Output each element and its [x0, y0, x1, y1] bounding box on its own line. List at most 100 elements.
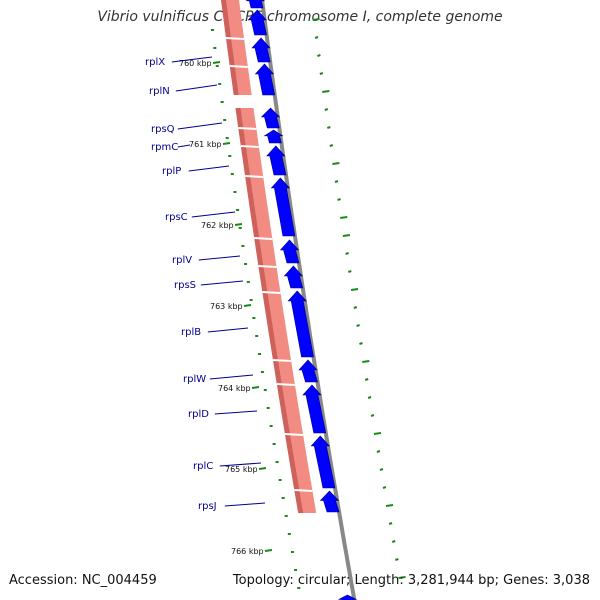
gc-skew-mark [348, 270, 352, 273]
kbp-tick-label: 763 kbp [210, 302, 243, 311]
gene-label-rpsJ: rpsJ [198, 501, 217, 512]
cds-band-segment [235, 108, 317, 513]
kbp-tick [212, 61, 221, 64]
gc-skew-track [210, 18, 406, 589]
gc-skew-mark [329, 144, 334, 147]
gene-label-leader [214, 410, 258, 415]
gene-arrow [260, 107, 281, 129]
gene-label-leader [198, 255, 241, 261]
gene-label-rplV: rplV [172, 255, 192, 266]
gene-label-leader [177, 144, 191, 148]
gc-skew-mark [359, 342, 363, 345]
gene-label-leader [191, 211, 236, 218]
gene-label-leader [175, 84, 218, 92]
gc-skew-mark [356, 324, 360, 327]
gc-skew-mark [398, 576, 406, 579]
cds-gap [229, 65, 248, 68]
cds-gap [240, 145, 259, 148]
cds-track [221, 0, 317, 513]
gc-skew-mark [324, 108, 329, 111]
gc-skew-mark [370, 414, 375, 417]
kbp-tick-label: 760 kbp [179, 59, 212, 68]
gene-arrow [254, 63, 276, 96]
cds-gap [284, 433, 304, 436]
gene-label-rplD: rplD [188, 409, 209, 420]
cds-band-edge [235, 108, 304, 513]
accession-text: Accession: NC_004459 [9, 573, 157, 588]
gc-skew-mark [322, 90, 330, 93]
gene-arrow [287, 290, 314, 358]
gene-arrow [247, 9, 267, 36]
kbp-tick [222, 142, 231, 145]
gene-label-rpmC: rpmC [151, 142, 178, 153]
gc-skew-mark [340, 216, 348, 219]
gene-arrow [319, 490, 340, 513]
map-title: Vibrio vulnificus CMCP6 chromosome I, co… [97, 9, 503, 25]
cds-gap [225, 37, 245, 40]
gene-label-rplN: rplN [149, 86, 170, 97]
gene-arrow [302, 384, 327, 434]
cds-gap [262, 291, 281, 294]
gene-labels: rplX rplN rpsQ rpmC rplP rpsC rplV rpsS rplB rplW… [145, 56, 266, 512]
gene-label-leader [224, 502, 266, 507]
gene-arrow [266, 145, 287, 176]
cds-gap [294, 489, 313, 492]
gc-skew-mark [350, 288, 359, 291]
cds-gap [276, 383, 295, 386]
gc-skew-mark [379, 468, 384, 471]
gene-label-rplP: rplP [162, 166, 181, 177]
gc-skew-mark [385, 504, 394, 507]
gc-skew-mark [334, 180, 339, 183]
gc-skew-mark [353, 306, 358, 309]
cds-gap [238, 127, 257, 130]
gene-label-leader [209, 374, 254, 380]
gc-skew-mark [345, 252, 349, 255]
cds-gap [258, 265, 277, 268]
genome-summary-text: Topology: circular; Length: 3,281,944 bp… [232, 573, 590, 588]
kbp-tick [258, 467, 267, 470]
kbp-tick [243, 304, 252, 307]
gene-label-leader [200, 280, 244, 286]
gene-label-rplX: rplX [145, 57, 165, 68]
gene-label-rplC: rplC [193, 461, 213, 472]
gc-skew-mark [376, 450, 381, 453]
gene-label-leader [207, 327, 249, 333]
gc-skew-mark [332, 162, 340, 165]
gc-skew-mark [382, 486, 387, 489]
gene-track [245, 0, 357, 600]
gene-label-leader [177, 122, 223, 130]
gc-skew-mark [367, 396, 372, 399]
gene-label-rpsS: rpsS [174, 280, 196, 291]
kbp-tick-label: 766 kbp [231, 547, 264, 556]
gene-arrow [270, 177, 296, 237]
cds-gap [254, 237, 273, 240]
kbp-tick-label: 765 kbp [225, 465, 258, 474]
gene-label-leader [171, 56, 213, 63]
gc-skew-mark [319, 72, 324, 75]
cds-gap [245, 175, 264, 178]
gene-arrow [283, 265, 304, 289]
gene-arrow [279, 239, 300, 264]
gc-skew-mark [317, 54, 321, 57]
gene-arrow [251, 37, 271, 63]
gc-skew-mark [395, 558, 399, 561]
cds-gap [272, 359, 292, 362]
gene-arrow [310, 435, 336, 489]
gc-skew-mark [326, 126, 331, 129]
kbp-tick [251, 386, 260, 389]
gene-label-leader [188, 165, 230, 172]
kbp-tick-label: 762 kbp [201, 221, 234, 230]
gc-skew-mark [364, 378, 369, 381]
gene-label-leader [219, 462, 262, 467]
kbp-tick [264, 549, 273, 552]
gene-label-rpsQ: rpsQ [151, 124, 175, 135]
gc-skew-mark [362, 360, 370, 363]
gene-label-rplB: rplB [181, 327, 201, 338]
gene-arrow [298, 359, 318, 383]
kbp-tick-label: 761 kbp [189, 140, 222, 149]
tick-marks: 760 kbp 761 kbp 762 kbp 763 kbp 764 kbp 765 k… [179, 59, 273, 556]
gene-arrow [245, 0, 266, 9]
cds-band-edge [221, 0, 239, 95]
gene-label-rplW: rplW [183, 374, 206, 385]
